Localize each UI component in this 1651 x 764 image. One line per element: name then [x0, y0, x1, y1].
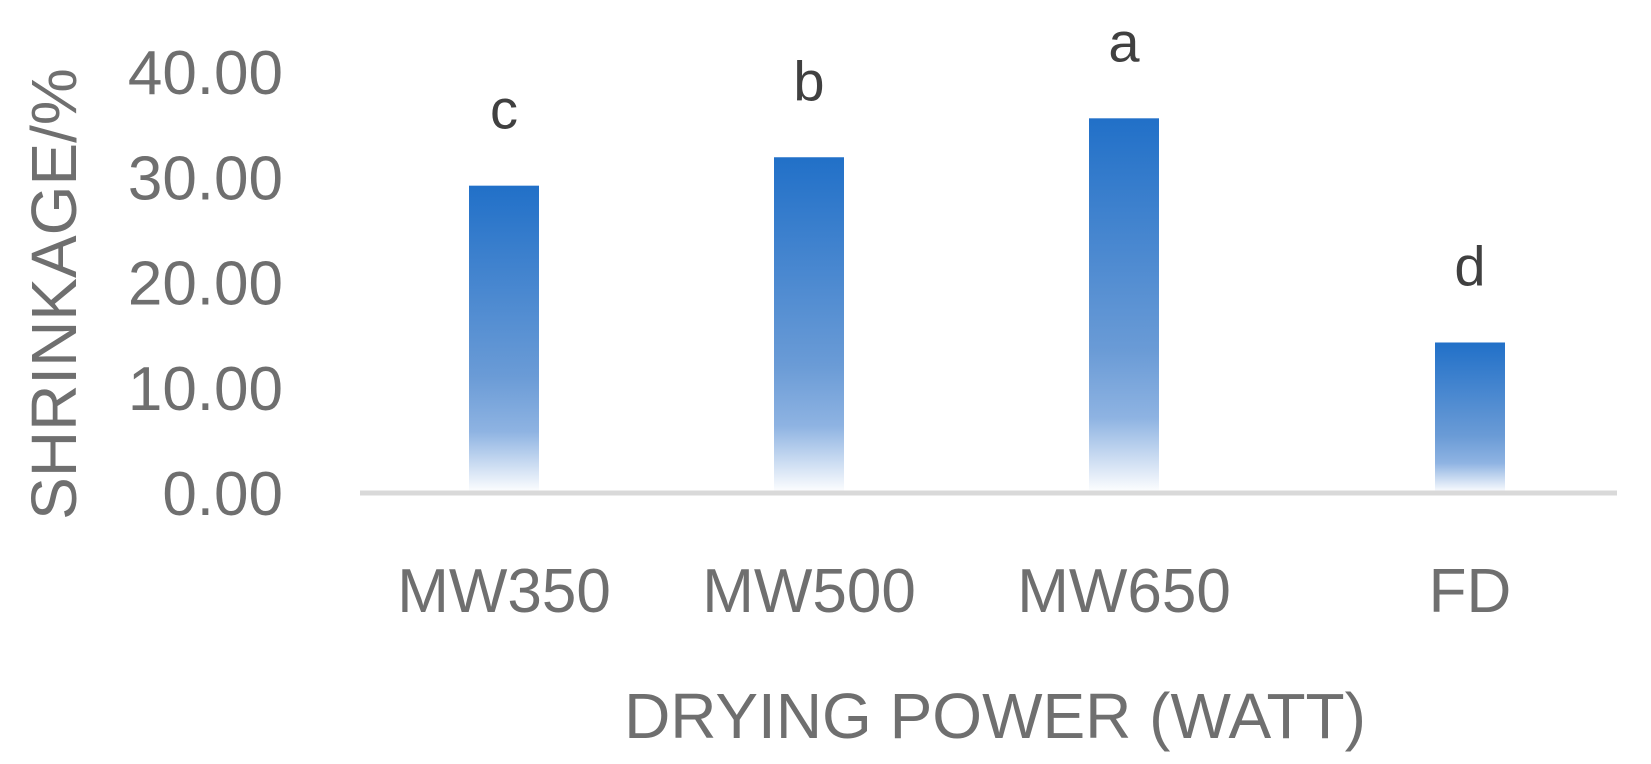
- y-axis-ticks: 0.00 10.00 20.00 30.00 40.00: [128, 39, 283, 529]
- category-labels: MW350 MW500 MW650 FD: [397, 557, 1511, 626]
- x-tick-label-mw650: MW650: [1017, 557, 1231, 626]
- bar-mw500: [774, 157, 844, 493]
- data-label-mw350: c: [490, 78, 518, 141]
- x-tick-label-mw500: MW500: [702, 557, 916, 626]
- y-tick-label: 10.00: [128, 355, 283, 424]
- x-tick-label-mw350: MW350: [397, 557, 611, 626]
- bar-fd: [1435, 342, 1505, 493]
- x-axis-title: DRYING POWER (WATT): [624, 680, 1366, 752]
- bar-mw650: [1089, 118, 1159, 493]
- y-axis-title: SHRINKAGE/%: [18, 68, 90, 520]
- bar-mw350: [469, 185, 539, 494]
- data-labels: c b a d: [490, 10, 1486, 297]
- y-tick-label: 30.00: [128, 144, 283, 213]
- x-tick-label-fd: FD: [1429, 557, 1512, 626]
- data-label-mw500: b: [793, 49, 824, 112]
- data-label-fd: d: [1454, 234, 1485, 297]
- y-tick-label: 20.00: [128, 250, 283, 319]
- y-tick-label: 0.00: [162, 460, 283, 529]
- bars: [469, 118, 1505, 494]
- y-tick-label: 40.00: [128, 39, 283, 108]
- data-label-mw650: a: [1108, 10, 1140, 73]
